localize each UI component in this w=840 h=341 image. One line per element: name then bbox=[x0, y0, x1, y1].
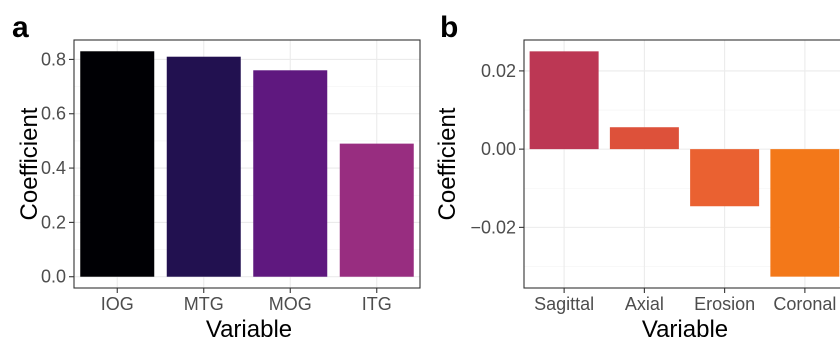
panel-b-x-axis-title: Variable bbox=[642, 316, 728, 341]
panel-a-x-tick-label: MOG bbox=[269, 294, 312, 314]
panel-b-x-tick-label: Coronal bbox=[773, 294, 836, 314]
panel-a-x-tick-label: MTG bbox=[184, 294, 224, 314]
chart-panel-b: −0.02 0.00 0.02 Sagittal Axial Erosion Coronal bbox=[470, 39, 840, 314]
panel-a-y-tick-label: 0.0 bbox=[41, 267, 66, 287]
panel-b-y-axis-title: Coefficient bbox=[434, 107, 461, 220]
panel-b-bar-axial bbox=[609, 127, 679, 150]
panel-a-bar-mog bbox=[253, 70, 328, 277]
panel-a-x-tick-label: IOG bbox=[101, 294, 134, 314]
panel-b-bar-sagittal bbox=[529, 51, 599, 150]
panel-a-x-axis-title: Variable bbox=[206, 316, 292, 341]
panel-a-y-tick-label: 0.4 bbox=[41, 158, 66, 178]
chart-panel-a: 0.0 0.2 0.4 0.6 0.8 IOG MTG MOG ITG bbox=[41, 39, 421, 314]
panel-b-letter: b bbox=[440, 11, 458, 44]
panel-a-bar-mtg bbox=[166, 56, 241, 277]
panel-b-bar-erosion bbox=[690, 149, 760, 207]
panel-a-bar-iog bbox=[80, 51, 155, 277]
panel-a-y-axis-title: Coefficient bbox=[16, 107, 43, 220]
panel-b-x-tick-label: Sagittal bbox=[534, 294, 594, 314]
panel-a-letter: a bbox=[12, 11, 29, 44]
panel-b-y-tick-label: −0.02 bbox=[470, 217, 516, 237]
panel-a-y-tick-label: 0.6 bbox=[41, 104, 66, 124]
panel-b-x-tick-label: Axial bbox=[625, 294, 664, 314]
panel-b-bar-coronal bbox=[770, 149, 840, 277]
panel-a-x-tick-label: ITG bbox=[362, 294, 392, 314]
panel-b-border bbox=[523, 39, 840, 289]
panel-a-y-tick-label: 0.2 bbox=[41, 212, 66, 232]
panel-b-y-tick-label: 0.00 bbox=[481, 139, 516, 159]
panel-b-x-tick-label: Erosion bbox=[694, 294, 755, 314]
panel-a-bar-itg bbox=[339, 143, 414, 277]
panel-a-border bbox=[73, 39, 421, 289]
panel-b-y-tick-label: 0.02 bbox=[481, 61, 516, 81]
panel-a-y-tick-label: 0.8 bbox=[41, 49, 66, 69]
